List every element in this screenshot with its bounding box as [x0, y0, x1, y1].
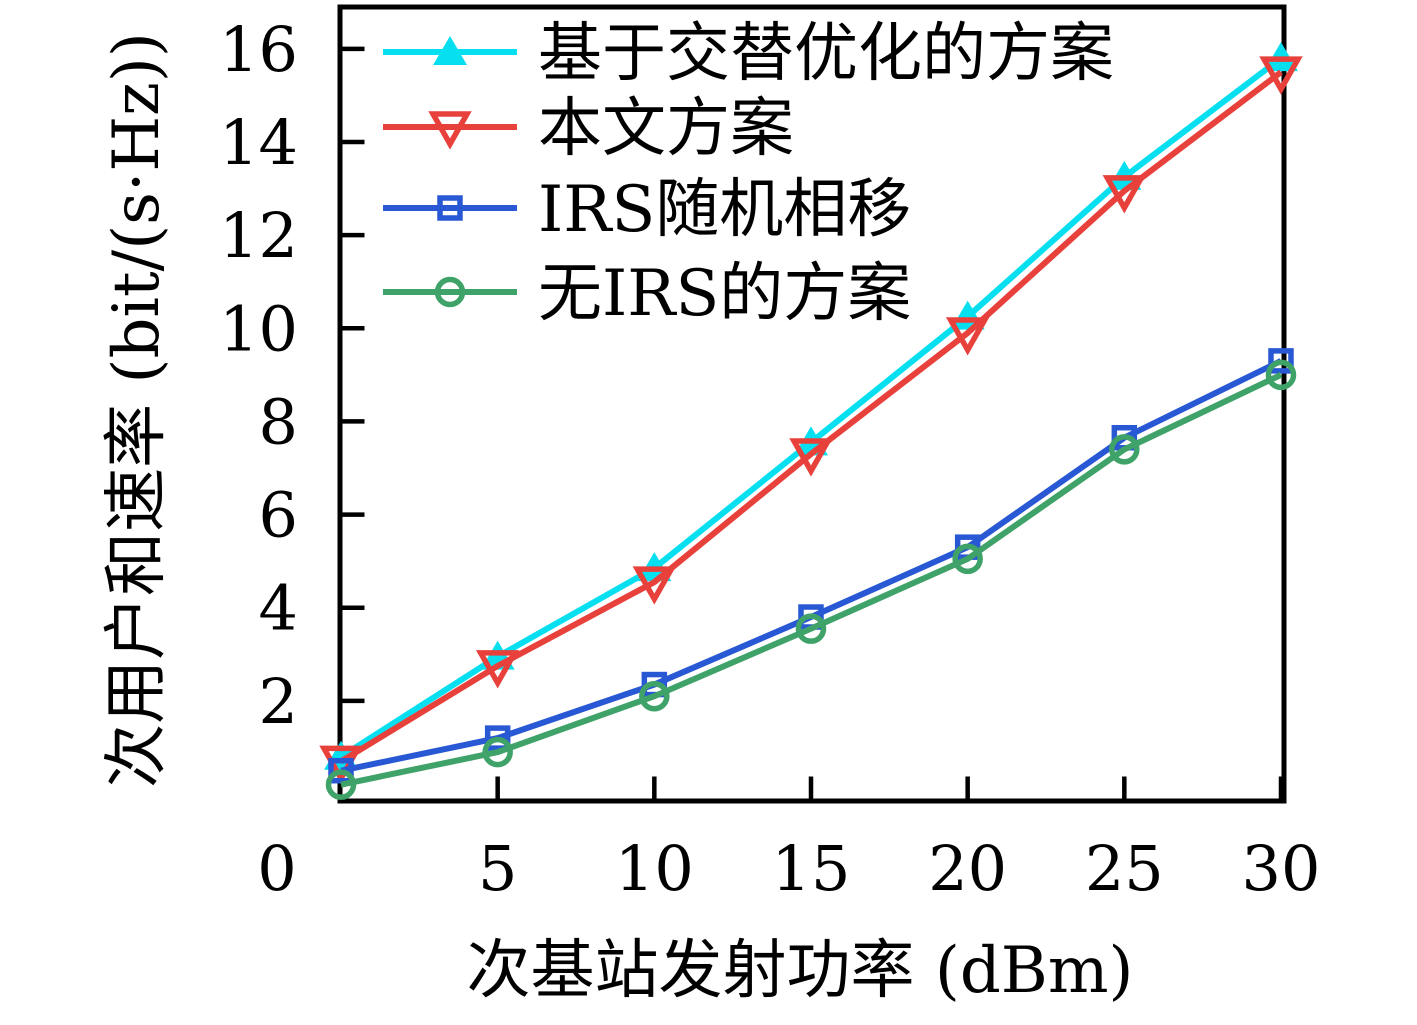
y-axis-title: 次用户和速率 (bit/(s·Hz)) — [100, 32, 174, 788]
data-point-marker — [325, 769, 357, 800]
plot-border — [337, 4, 1287, 804]
axis-ticks — [342, 46, 1284, 799]
legend-label: 基于交替优化的方案 — [538, 17, 1114, 91]
legend-item: IRS随机相移 — [383, 173, 911, 247]
y-tick-label: 2 — [259, 665, 298, 738]
legend-label: IRS随机相移 — [538, 173, 911, 247]
data-point-marker — [484, 725, 511, 751]
data-point-marker — [1265, 359, 1297, 391]
series-group — [319, 42, 1303, 800]
series-1 — [319, 56, 1303, 784]
x-tick-label: 5 — [478, 832, 517, 905]
x-tick-label: 0 — [257, 832, 296, 905]
series-line — [339, 69, 1283, 764]
data-point-marker — [428, 111, 472, 150]
data-point-marker — [945, 317, 990, 356]
series-line — [340, 358, 1283, 774]
data-point-marker — [475, 650, 520, 689]
series-3 — [325, 359, 1297, 800]
data-point-marker — [328, 757, 354, 784]
legend-label: 无IRS的方案 — [538, 257, 911, 331]
data-point-marker — [482, 736, 513, 768]
y-tick-label: 14 — [219, 106, 298, 179]
y-tick-label: 10 — [219, 292, 298, 365]
series-2 — [328, 348, 1294, 784]
data-point-marker — [1268, 348, 1294, 374]
x-tick-label: 20 — [928, 832, 1007, 905]
data-point-marker — [952, 543, 983, 575]
data-point-marker — [433, 36, 467, 65]
x-axis-title: 次基站发射功率 (dBm) — [467, 934, 1134, 1008]
data-point-marker — [639, 680, 670, 712]
data-point-marker — [632, 566, 677, 605]
data-point-marker — [1102, 175, 1147, 214]
tick-labels: 2 4 6 8 10 12 14 16 0 5 10 15 20 25 30 — [219, 13, 1320, 905]
y-tick-label: 4 — [259, 572, 298, 645]
y-tick-label: 6 — [259, 479, 298, 552]
data-point-marker — [437, 195, 463, 221]
x-tick-label: 10 — [615, 832, 694, 905]
legend-label: 本文方案 — [538, 92, 794, 166]
y-tick-label: 8 — [259, 385, 298, 458]
data-point-marker — [789, 438, 833, 477]
data-point-marker — [434, 276, 466, 308]
x-tick-label: 25 — [1085, 832, 1164, 905]
y-tick-label: 16 — [219, 13, 298, 86]
legend-item: 本文方案 — [383, 92, 794, 166]
data-point-marker — [1259, 56, 1303, 95]
y-tick-label: 12 — [219, 199, 298, 272]
series-line — [340, 372, 1283, 788]
legend-item: 基于交替优化的方案 — [383, 17, 1114, 91]
x-tick-label: 30 — [1242, 832, 1321, 905]
series-0 — [324, 42, 1298, 770]
legend-item: 无IRS的方案 — [383, 257, 911, 331]
data-point-marker — [1109, 434, 1140, 465]
x-tick-label: 15 — [772, 832, 851, 905]
data-point-marker — [795, 613, 827, 644]
